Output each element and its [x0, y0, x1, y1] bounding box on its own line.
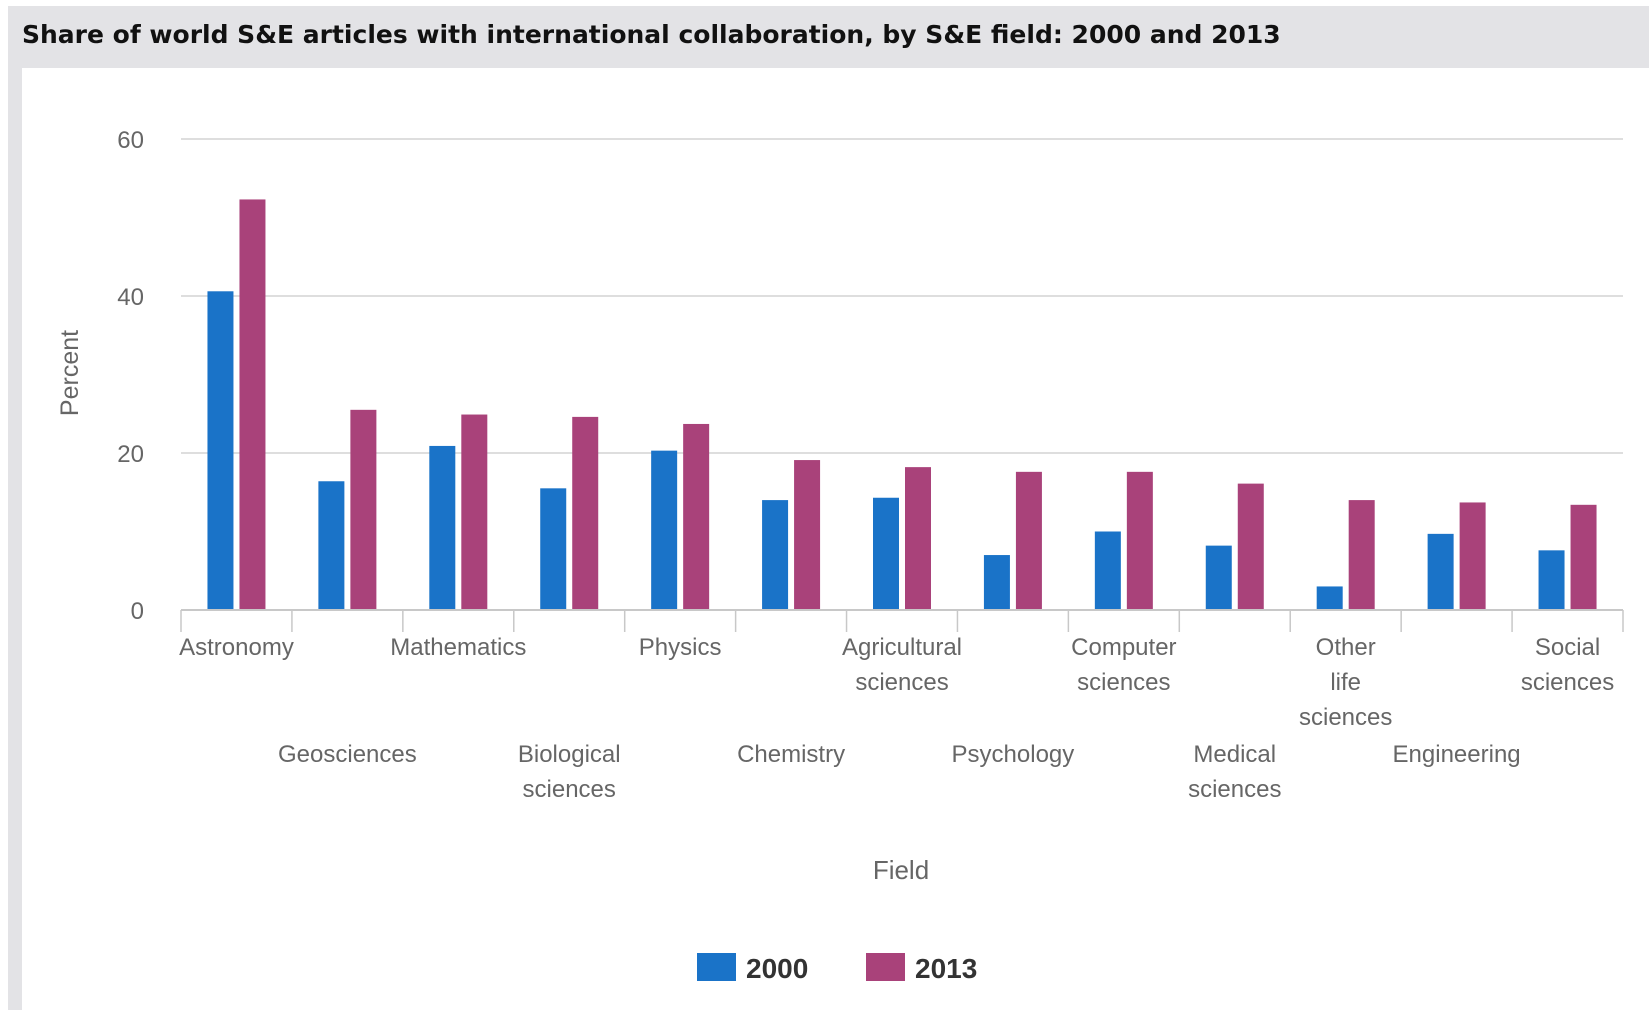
gridlines	[181, 138, 1623, 454]
legend-label: 2013	[915, 953, 977, 984]
legend-swatch-2000	[697, 953, 736, 981]
bar-2000-8	[1094, 531, 1121, 610]
bar-2000-7	[983, 555, 1010, 610]
x-tick-label-line: Biological	[518, 741, 621, 768]
x-tick-label: Engineering	[1393, 741, 1521, 768]
x-tick-label-line: sciences	[1077, 669, 1170, 696]
bar-2000-10	[1316, 586, 1343, 610]
bar-2013-10	[1348, 500, 1375, 610]
x-tick-label: Mathematics	[390, 634, 526, 661]
chart-frame: Share of world S&E articles with interna…	[8, 6, 1649, 1010]
x-tick-label-line: sciences	[1188, 776, 1281, 803]
bar-2000-0	[207, 291, 234, 610]
x-tick-label: Medical sciences	[1188, 741, 1281, 803]
bar-2000-1	[318, 481, 345, 610]
x-tick-label: Physics	[639, 634, 722, 661]
bar-2000-11	[1427, 533, 1454, 610]
x-tick-label-line: sciences	[523, 776, 616, 803]
x-tick-label: Agricultural sciences	[842, 634, 962, 696]
x-tick-label-line: Social	[1535, 634, 1600, 661]
bar-2000-3	[540, 488, 567, 610]
bar-2013-3	[572, 416, 599, 610]
y-axis-ticks: 0 20 40 60	[117, 127, 144, 625]
bar-2013-8	[1126, 471, 1153, 610]
bar-2000-4	[651, 450, 678, 610]
bar-2000-9	[1205, 545, 1232, 610]
legend-label: 2000	[746, 953, 808, 984]
x-tick-label-line: Chemistry	[737, 741, 845, 768]
x-tick-label-line: Medical	[1193, 741, 1276, 768]
x-tick-label-line: Physics	[639, 634, 722, 661]
x-tick-label-line: Psychology	[952, 741, 1075, 768]
x-tick-label: Social sciences	[1521, 634, 1614, 696]
x-tick-label-line: Engineering	[1393, 741, 1521, 768]
title-bar: Share of world S&E articles with interna…	[8, 6, 1649, 68]
x-tick-label-line: Computer	[1071, 634, 1176, 661]
bar-2013-9	[1237, 483, 1264, 610]
x-axis	[180, 609, 1624, 632]
bar-2013-5	[794, 460, 821, 610]
x-tick-label: Astronomy	[179, 634, 294, 661]
x-tick-label: Psychology	[952, 741, 1075, 768]
x-tick-label-line: Astronomy	[179, 634, 294, 661]
bar-2013-12	[1570, 504, 1597, 610]
category-labels: Astronomy Geosciences Mathematics Biologica…	[179, 634, 1614, 803]
bar-2013-0	[239, 199, 266, 610]
y-tick-label: 20	[117, 441, 144, 468]
bar-2013-1	[350, 409, 377, 610]
bar-2000-5	[762, 500, 789, 610]
x-tick-label: Geosciences	[278, 741, 417, 768]
legend-swatch-2013	[866, 953, 905, 981]
chart-title: Share of world S&E articles with interna…	[22, 20, 1281, 49]
y-tick-label: 40	[117, 284, 144, 311]
bar-2013-2	[461, 414, 488, 610]
x-tick-label-line: Agricultural	[842, 634, 962, 661]
bar-2000-12	[1538, 550, 1565, 610]
y-tick-label: 60	[117, 127, 144, 154]
x-tick-label-line: Other	[1316, 634, 1376, 661]
x-tick-label: Computer sciences	[1071, 634, 1176, 696]
bar-2000-6	[873, 497, 899, 610]
chart-panel	[22, 68, 1649, 1010]
y-axis-label: Percent	[56, 330, 84, 416]
bars	[207, 199, 1597, 610]
bar-2013-7	[1015, 471, 1042, 610]
bar-2000-2	[429, 445, 456, 610]
y-tick-label: 0	[131, 598, 144, 625]
x-tick-label: Biological sciences	[518, 741, 621, 803]
x-tick-label-line: Mathematics	[390, 634, 526, 661]
legend: 2000 2013	[697, 953, 977, 984]
x-tick-label: Chemistry	[737, 741, 845, 768]
x-tick-label-line: sciences	[1521, 669, 1614, 696]
x-tick-label-line: sciences	[1299, 704, 1392, 731]
x-tick-label-line: life	[1330, 669, 1361, 696]
bar-2013-4	[683, 423, 710, 610]
x-tick-label-line: Geosciences	[278, 741, 417, 768]
x-axis-label: Field	[873, 855, 929, 885]
bar-2013-11	[1459, 502, 1486, 610]
bar-2013-6	[905, 467, 931, 610]
x-tick-label: Other life sciences	[1299, 634, 1392, 731]
x-tick-label-line: sciences	[855, 669, 948, 696]
